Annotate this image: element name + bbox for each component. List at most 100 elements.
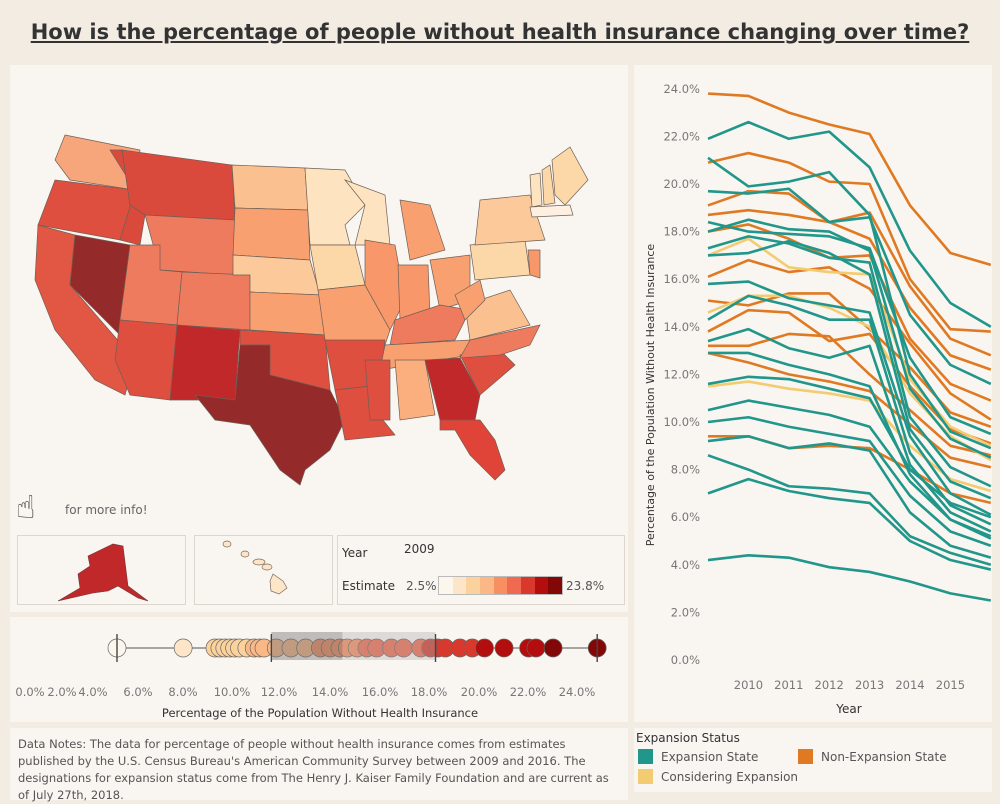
y-tick-label: 18.0%	[663, 225, 700, 239]
series-line[interactable]	[708, 260, 991, 419]
y-tick-label: 14.0%	[663, 320, 700, 334]
state-IL[interactable]	[364, 239, 406, 331]
ramp-step	[548, 577, 563, 594]
series-line[interactable]	[708, 239, 991, 446]
y-tick-label: 8.0%	[671, 463, 700, 477]
legend-item-expansion[interactable]: Expansion State	[638, 749, 758, 764]
series-line[interactable]	[708, 377, 991, 517]
state-NY[interactable]	[474, 194, 546, 246]
legend-title: Expansion Status	[636, 731, 740, 745]
series-line[interactable]	[708, 455, 991, 564]
series-line[interactable]	[708, 220, 991, 458]
state-PA[interactable]	[469, 239, 531, 281]
state-NJ[interactable]	[527, 249, 541, 279]
map-color-legend: Year 2009 Estimate 2.5% 23.8%	[337, 535, 625, 605]
series-line[interactable]	[708, 210, 991, 369]
map-panel: ☝ for more info! Year 2009 Estimate 2.5%…	[10, 65, 628, 612]
state-AK[interactable]	[57, 543, 149, 602]
state-CO[interactable]	[176, 271, 251, 331]
non-expansion-swatch	[798, 749, 813, 764]
alaska-inset[interactable]	[17, 535, 186, 605]
series-line[interactable]	[708, 282, 991, 515]
state-MN[interactable]	[304, 167, 366, 246]
state-MT[interactable]	[121, 149, 236, 221]
state-IA[interactable]	[309, 244, 366, 291]
trend-panel: 0.0% 2.0% 4.0% 6.0% 8.0% 10.0% 12.0% 14.0% 16.0%…	[634, 65, 992, 722]
x-tick-label: 2010	[734, 678, 763, 692]
state-AZ[interactable]	[114, 319, 178, 401]
x-tick-label: 14.0%	[312, 685, 349, 699]
legend-item-considering[interactable]: Considering Expansion	[638, 769, 798, 784]
hand-pointer-icon: ☝	[16, 488, 36, 526]
state-ME[interactable]	[551, 146, 589, 206]
series-line[interactable]	[708, 479, 991, 569]
state-KY[interactable]	[389, 304, 471, 346]
y-tick-label: 12.0%	[663, 367, 700, 381]
x-tick-label: 16.0%	[362, 685, 399, 699]
state-WV[interactable]	[454, 279, 486, 321]
legend-label: Considering Expansion	[661, 769, 799, 784]
state-MI[interactable]	[399, 199, 446, 261]
data-notes: Data Notes: The data for percentage of p…	[10, 728, 628, 802]
x-tick-label: 24.0%	[559, 685, 596, 699]
series-line[interactable]	[708, 224, 991, 400]
series-line[interactable]	[708, 189, 991, 384]
series-line[interactable]	[708, 241, 991, 498]
series-line[interactable]	[708, 293, 991, 426]
state-VT[interactable]	[529, 172, 543, 208]
x-tick-label: 20.0%	[461, 685, 498, 699]
state-HI[interactable]	[222, 540, 288, 595]
legend-item-non-expansion[interactable]: Non-Expansion State	[798, 749, 947, 764]
series-line[interactable]	[708, 122, 991, 327]
series-line[interactable]	[708, 417, 991, 546]
series-line[interactable]	[708, 401, 991, 539]
hawaii-inset[interactable]	[194, 535, 333, 605]
series-line[interactable]	[708, 436, 991, 557]
series-line[interactable]	[708, 555, 991, 600]
x-tick-label: 2013	[855, 678, 884, 692]
considering-swatch	[638, 769, 653, 784]
state-NH[interactable]	[541, 164, 556, 206]
series-group	[708, 94, 991, 601]
series-line[interactable]	[708, 94, 991, 265]
series-line[interactable]	[708, 236, 991, 486]
state-KS[interactable]	[249, 291, 326, 336]
state-AL[interactable]	[394, 359, 436, 421]
x-tick-label: 2.0%	[47, 685, 76, 699]
series-line[interactable]	[708, 329, 991, 531]
series-line[interactable]	[708, 153, 991, 332]
state-SD[interactable]	[232, 207, 311, 261]
x-tick-label: 2011	[774, 678, 803, 692]
y-tick-label: 4.0%	[671, 558, 700, 572]
state-TX[interactable]	[194, 344, 346, 486]
state-MA[interactable]	[529, 204, 574, 218]
us-choropleth-map[interactable]	[10, 65, 628, 612]
state-NC[interactable]	[459, 324, 541, 359]
y-tick-label: 10.0%	[663, 415, 700, 429]
state-NM[interactable]	[169, 324, 241, 401]
distribution-dot-plot: 0.0% 2.0% 4.0% 6.0% 8.0% 10.0% 12.0% 14.0% 16.0%…	[15, 632, 607, 720]
state-MO[interactable]	[317, 284, 391, 346]
y-tick-label: 2.0%	[671, 605, 700, 619]
state-GA[interactable]	[424, 357, 481, 421]
state-WA[interactable]	[54, 134, 141, 191]
expansion-swatch	[638, 749, 653, 764]
state-ND[interactable]	[231, 164, 309, 211]
y-tick-label: 22.0%	[663, 129, 700, 143]
series-line[interactable]	[708, 334, 991, 455]
year-value[interactable]: 2009	[404, 542, 435, 556]
x-tick-label: 10.0%	[214, 685, 251, 699]
series-line[interactable]	[708, 158, 991, 448]
y-tick-label: 0.0%	[671, 653, 700, 667]
y-axis-title: Percentage of the Population Without Hea…	[644, 244, 657, 547]
x-axis-title: Year	[835, 702, 861, 716]
ramp-step	[439, 577, 453, 594]
x-axis-title: Percentage of the Population Without Hea…	[162, 706, 478, 720]
series-line[interactable]	[708, 353, 991, 467]
x-tick-label: 22.0%	[510, 685, 547, 699]
distribution-panel: 0.0% 2.0% 4.0% 6.0% 8.0% 10.0% 12.0% 14.0% 16.0%…	[10, 617, 628, 722]
state-FL[interactable]	[439, 419, 506, 481]
year-label: Year	[342, 546, 368, 560]
expansion-legend: Expansion Status Expansion State Non-Exp…	[634, 728, 992, 792]
state-MS[interactable]	[364, 359, 391, 421]
